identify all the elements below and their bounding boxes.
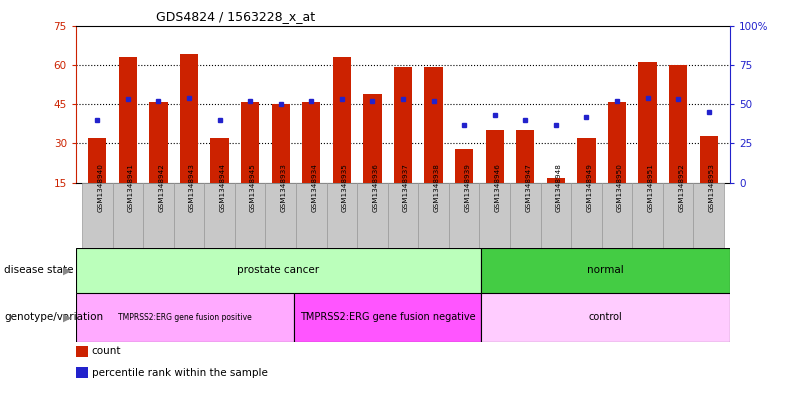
Text: GSM1348948: GSM1348948 <box>556 163 562 212</box>
Bar <box>481 248 730 293</box>
Bar <box>211 138 229 183</box>
Text: count: count <box>92 346 121 356</box>
Text: genotype/variation: genotype/variation <box>4 312 103 322</box>
Bar <box>358 183 388 248</box>
Text: GSM1348934: GSM1348934 <box>311 163 318 212</box>
Text: GSM1348944: GSM1348944 <box>219 163 226 212</box>
Bar <box>143 183 174 248</box>
Bar <box>363 94 381 183</box>
Bar <box>82 183 113 248</box>
Text: disease state: disease state <box>4 265 73 275</box>
Bar <box>241 101 259 183</box>
Bar <box>113 183 143 248</box>
Bar <box>700 136 718 183</box>
Text: ▶: ▶ <box>63 265 72 275</box>
Bar <box>149 101 168 183</box>
Text: GSM1348951: GSM1348951 <box>648 163 654 212</box>
Bar <box>632 183 663 248</box>
Bar <box>266 183 296 248</box>
Text: percentile rank within the sample: percentile rank within the sample <box>92 368 267 378</box>
Bar <box>180 54 198 183</box>
Bar <box>663 183 693 248</box>
Bar <box>119 57 137 183</box>
Bar <box>485 130 504 183</box>
Bar <box>76 248 481 293</box>
Bar <box>448 183 480 248</box>
Bar <box>481 293 730 342</box>
Text: GSM1348936: GSM1348936 <box>373 163 378 212</box>
Text: TMPRSS2:ERG gene fusion positive: TMPRSS2:ERG gene fusion positive <box>118 313 251 322</box>
Text: GSM1348935: GSM1348935 <box>342 163 348 212</box>
Bar <box>455 149 473 183</box>
Text: prostate cancer: prostate cancer <box>237 265 319 275</box>
Text: GSM1348937: GSM1348937 <box>403 163 409 212</box>
Bar <box>88 138 106 183</box>
Text: GDS4824 / 1563228_x_at: GDS4824 / 1563228_x_at <box>156 10 314 23</box>
Text: GSM1348946: GSM1348946 <box>495 163 500 212</box>
Bar <box>516 130 535 183</box>
Bar <box>204 183 235 248</box>
Text: GSM1348945: GSM1348945 <box>250 163 256 212</box>
Bar <box>302 101 321 183</box>
Bar <box>294 293 481 342</box>
Bar <box>418 183 448 248</box>
Text: control: control <box>589 312 622 322</box>
Bar <box>326 183 358 248</box>
Bar <box>547 178 565 183</box>
Text: GSM1348953: GSM1348953 <box>709 163 715 212</box>
Text: GSM1348947: GSM1348947 <box>525 163 531 212</box>
Bar <box>174 183 204 248</box>
Bar <box>235 183 266 248</box>
Text: GSM1348950: GSM1348950 <box>617 163 623 212</box>
Bar <box>388 183 418 248</box>
Text: GSM1348940: GSM1348940 <box>97 163 103 212</box>
Text: normal: normal <box>587 265 624 275</box>
Bar <box>577 138 595 183</box>
Bar <box>333 57 351 183</box>
Bar <box>271 104 290 183</box>
Text: GSM1348949: GSM1348949 <box>587 163 592 212</box>
Bar <box>669 65 687 183</box>
Bar <box>480 183 510 248</box>
Bar <box>608 101 626 183</box>
Bar <box>638 62 657 183</box>
Bar <box>602 183 632 248</box>
Text: GSM1348952: GSM1348952 <box>678 163 684 212</box>
Text: GSM1348939: GSM1348939 <box>464 163 470 212</box>
Bar <box>394 68 412 183</box>
Text: GSM1348941: GSM1348941 <box>128 163 134 212</box>
Text: GSM1348943: GSM1348943 <box>189 163 195 212</box>
Bar <box>540 183 571 248</box>
Bar <box>425 68 443 183</box>
Bar <box>76 293 294 342</box>
Bar <box>510 183 540 248</box>
Text: GSM1348942: GSM1348942 <box>158 163 164 212</box>
Text: GSM1348933: GSM1348933 <box>281 163 286 212</box>
Text: GSM1348938: GSM1348938 <box>433 163 440 212</box>
Text: TMPRSS2:ERG gene fusion negative: TMPRSS2:ERG gene fusion negative <box>299 312 476 322</box>
Text: ▶: ▶ <box>63 312 72 322</box>
Bar <box>296 183 326 248</box>
Bar <box>571 183 602 248</box>
Bar <box>693 183 724 248</box>
